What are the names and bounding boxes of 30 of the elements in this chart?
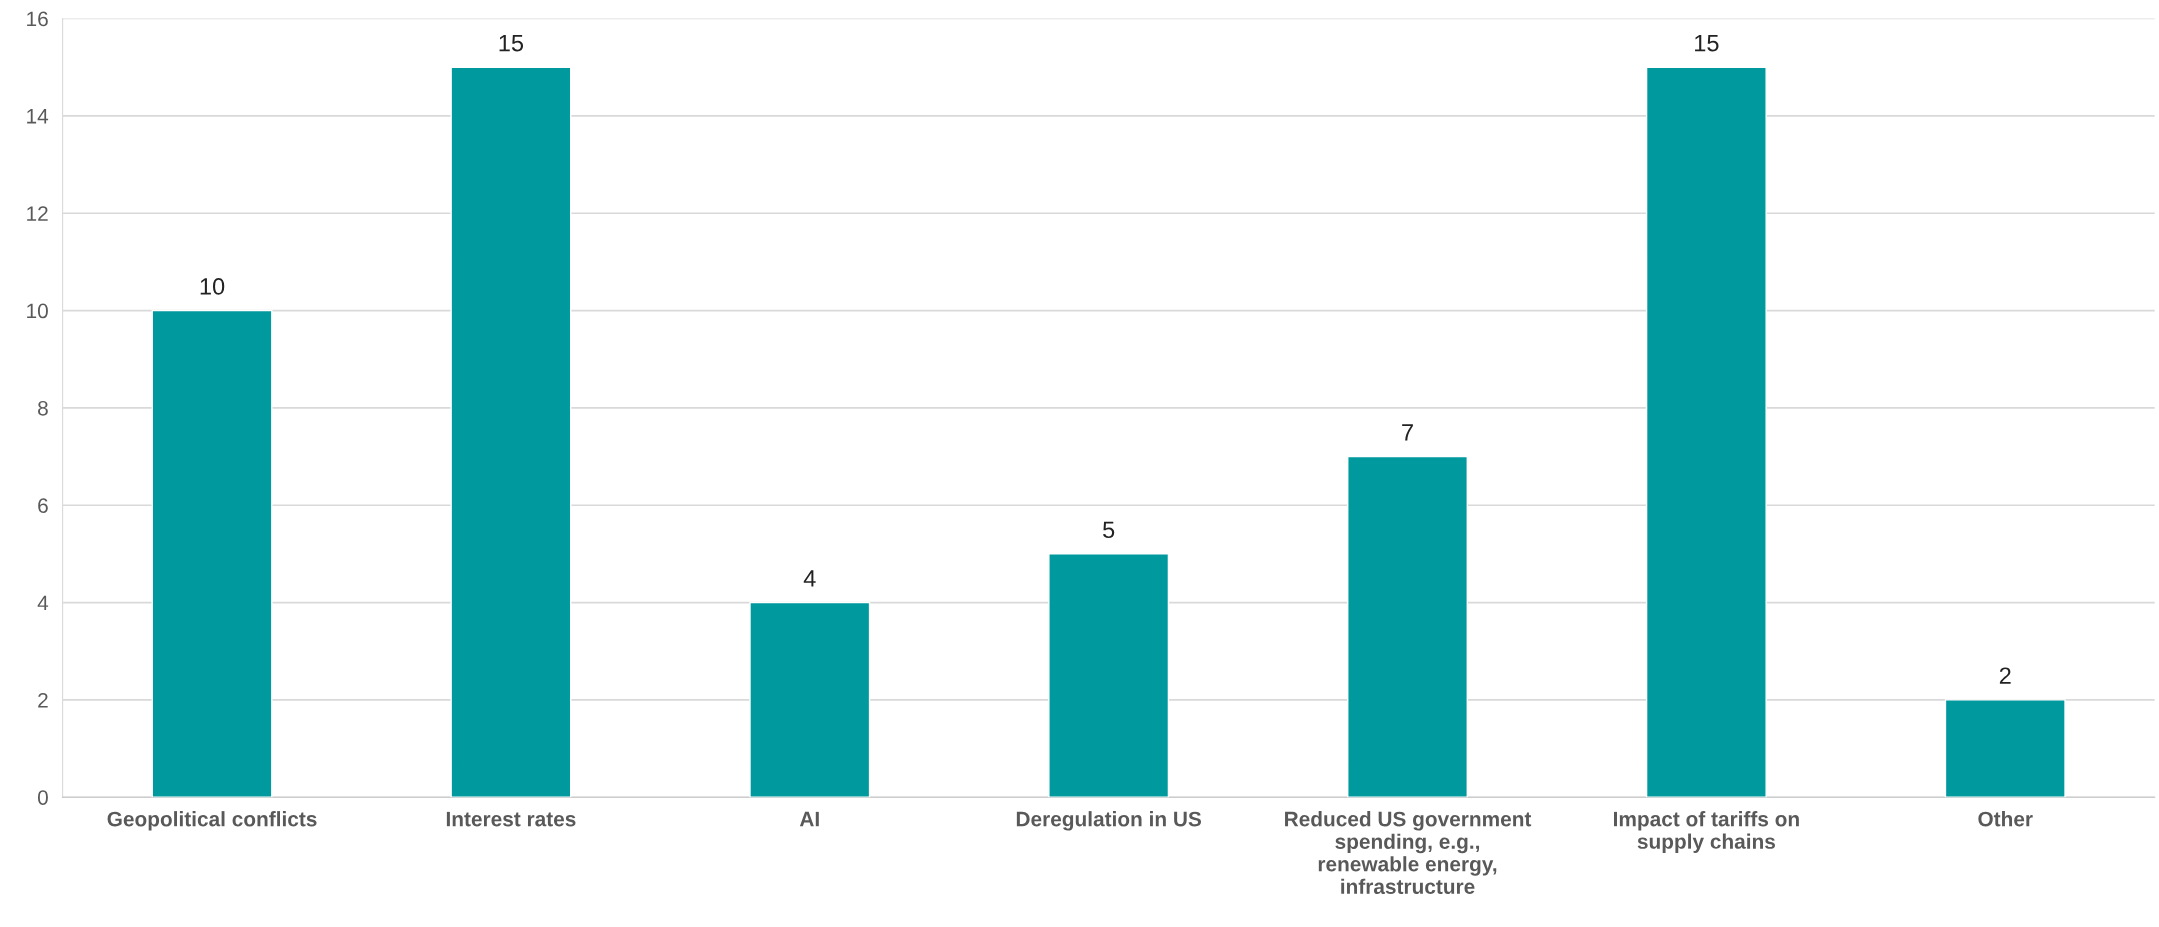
y-tick-label: 8 [38, 400, 48, 416]
x-tick-label: Reduced US government spending, e.g., renewable energy, infrastructure [1285, 811, 1532, 895]
bar [151, 309, 273, 798]
y-tick-label: 0 [37, 790, 48, 805]
y-tick-label: 2 [38, 692, 48, 708]
data-label: 10 [200, 278, 225, 295]
data-label: 15 [1695, 34, 1719, 52]
bar [1645, 66, 1767, 798]
data-label: 5 [1103, 521, 1115, 539]
y-tick-label: 4 [37, 595, 49, 611]
bar [1944, 699, 2066, 798]
x-tick-label: AI [799, 811, 819, 827]
y-tick-label: 10 [27, 303, 48, 319]
bar [1347, 455, 1468, 798]
y-tick-label: 6 [38, 498, 48, 513]
y-tick-label: 16 [27, 11, 48, 27]
x-tick-label: Geopolitical conflicts [107, 811, 317, 831]
x-tick-label: Interest rates [446, 811, 576, 827]
y-tick-label: 14 [27, 109, 49, 124]
data-label: 7 [1402, 424, 1413, 441]
bar [1048, 553, 1170, 798]
bar [749, 601, 871, 798]
bar [450, 66, 572, 798]
data-label: 4 [803, 570, 816, 587]
x-tick-label: Other [1978, 811, 2033, 827]
data-label: 15 [499, 34, 524, 52]
y-tick-label: 12 [27, 206, 48, 221]
x-tick-label: Impact of tariffs on supply chains [1614, 811, 1799, 853]
data-label: 2 [1999, 667, 2011, 684]
x-tick-label: Deregulation in US [1016, 811, 1202, 831]
